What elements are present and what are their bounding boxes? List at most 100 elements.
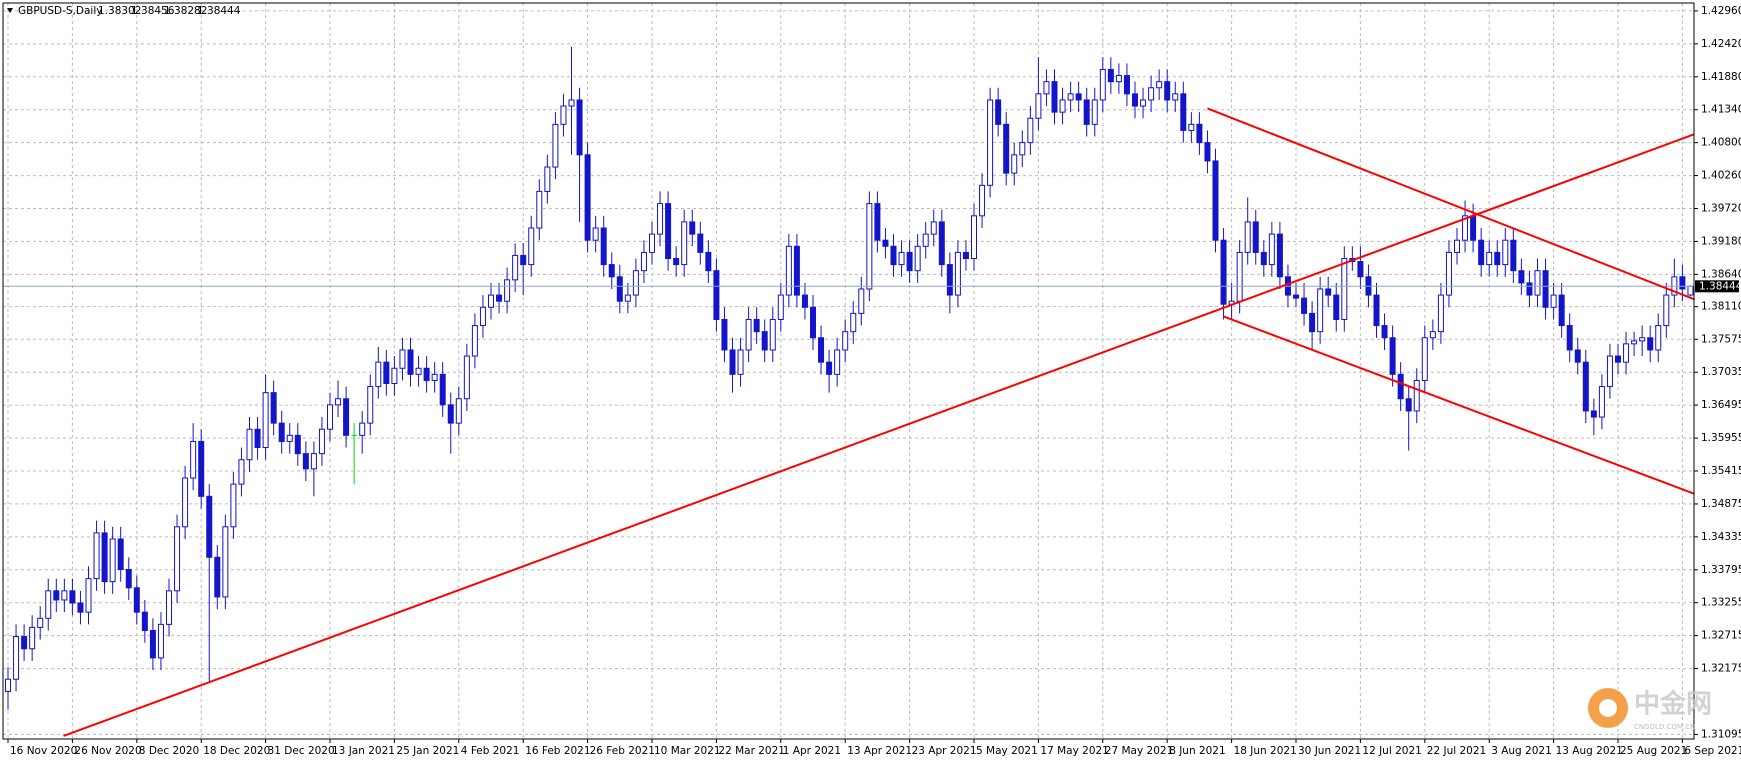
candle-body <box>1123 75 1130 95</box>
y-tick-label: 1.37575 <box>1701 333 1741 345</box>
candle-body <box>488 294 494 308</box>
y-tick-label: 1.41340 <box>1701 104 1741 116</box>
trend-line <box>1207 107 1694 301</box>
grid <box>3 3 1694 739</box>
trend-line <box>1223 315 1694 495</box>
candle-body <box>1421 337 1428 381</box>
candle-body <box>1075 93 1082 101</box>
candle-body <box>415 367 422 375</box>
candle-body <box>61 590 68 601</box>
candle-body <box>1140 99 1147 107</box>
candle-body <box>1590 410 1597 418</box>
candle-body <box>930 221 937 235</box>
y-tick-label: 1.36495 <box>1701 399 1741 411</box>
candle-body <box>327 404 333 430</box>
candle-body <box>302 453 309 470</box>
y-tick-label: 1.35955 <box>1701 432 1741 444</box>
y-tick-label: 1.33255 <box>1701 597 1741 609</box>
candle-body <box>801 294 808 308</box>
candle-body <box>1196 123 1203 144</box>
candle-body <box>1574 349 1581 363</box>
candle-body <box>616 276 623 302</box>
candle-body <box>1566 325 1573 351</box>
candle-body <box>1437 294 1444 333</box>
candle-body <box>190 440 197 479</box>
x-tick-label: 26 Nov 2020 <box>74 745 141 757</box>
candle-body <box>914 245 921 272</box>
y-tick-label: 1.42960 <box>1701 5 1741 17</box>
candle-body <box>954 251 961 296</box>
candle-body <box>1164 81 1171 101</box>
y-tick-label: 1.33795 <box>1701 564 1741 576</box>
candle-body <box>230 483 237 528</box>
candle-body <box>826 361 833 375</box>
candle-body <box>1357 261 1364 278</box>
candle-body <box>133 587 140 613</box>
candle-body <box>987 99 994 186</box>
x-tick-label: 4 Feb 2021 <box>461 745 520 757</box>
candle-body <box>1067 93 1074 101</box>
candle-body <box>1389 337 1396 375</box>
candle-body <box>29 626 36 650</box>
candle-body <box>632 270 639 296</box>
candle-body <box>777 294 784 320</box>
candle-body <box>850 312 857 333</box>
candle-body <box>552 123 559 168</box>
candle-body <box>962 251 969 259</box>
x-tick-label: 26 Feb 2021 <box>590 745 655 757</box>
candle-body <box>270 392 277 424</box>
candle-body <box>254 428 261 449</box>
x-tick-label: 31 Dec 2020 <box>268 745 335 757</box>
candle-body <box>1244 221 1251 253</box>
candle-body <box>1494 251 1501 266</box>
candle-body <box>1486 251 1493 266</box>
candle-body <box>391 367 398 385</box>
candle-body <box>141 611 148 631</box>
watermark-site: CNGOLD.COM.CN <box>1634 723 1695 731</box>
candle-body <box>182 477 189 528</box>
x-tick-label: 18 Jun 2021 <box>1234 745 1297 757</box>
x-tick-label: 13 Jan 2021 <box>332 745 395 757</box>
x-tick-label: 25 Aug 2021 <box>1620 745 1687 757</box>
candle-body <box>198 440 205 497</box>
y-tick-label: 1.41880 <box>1701 71 1741 83</box>
price-tag <box>1695 280 1739 293</box>
x-tick-label: 17 May 2021 <box>1040 745 1108 757</box>
candle-body <box>149 629 156 659</box>
candle-body <box>479 306 486 327</box>
candle-body <box>1526 282 1533 296</box>
candle-body <box>496 294 503 302</box>
candle-body <box>665 203 672 259</box>
candle-body <box>318 428 325 455</box>
x-tick-label: 8 Jun 2021 <box>1169 745 1225 757</box>
candle-body <box>504 279 511 302</box>
candle-body <box>834 349 841 375</box>
candle-body <box>544 166 551 192</box>
candle-body <box>1405 398 1412 412</box>
candle-body <box>946 264 953 296</box>
candle-body <box>576 99 583 156</box>
candle-body <box>584 154 591 241</box>
x-tick-label: 12 Jul 2021 <box>1362 745 1421 757</box>
candle-body <box>1132 93 1138 107</box>
candle-body <box>1260 251 1267 266</box>
x-tick-label: 18 Dec 2020 <box>203 745 270 757</box>
candle-body <box>979 184 986 217</box>
candle-body <box>640 251 647 272</box>
candle-body <box>310 453 317 470</box>
candle-body <box>1534 270 1541 296</box>
candle-body <box>995 99 1002 125</box>
candle-body <box>922 233 929 247</box>
candle-body <box>1325 288 1332 296</box>
candle-body <box>1027 117 1034 144</box>
candle-body <box>69 590 76 604</box>
candle-body <box>222 526 229 598</box>
candle-body <box>439 373 446 406</box>
candle-body <box>431 373 438 381</box>
candle-body <box>1107 68 1114 83</box>
candle-body <box>1631 340 1638 345</box>
candle-body <box>21 636 28 650</box>
watermark-logo: 中金网 <box>1634 689 1712 720</box>
candle-body <box>1510 239 1517 272</box>
y-tick-label: 1.34875 <box>1701 498 1741 510</box>
